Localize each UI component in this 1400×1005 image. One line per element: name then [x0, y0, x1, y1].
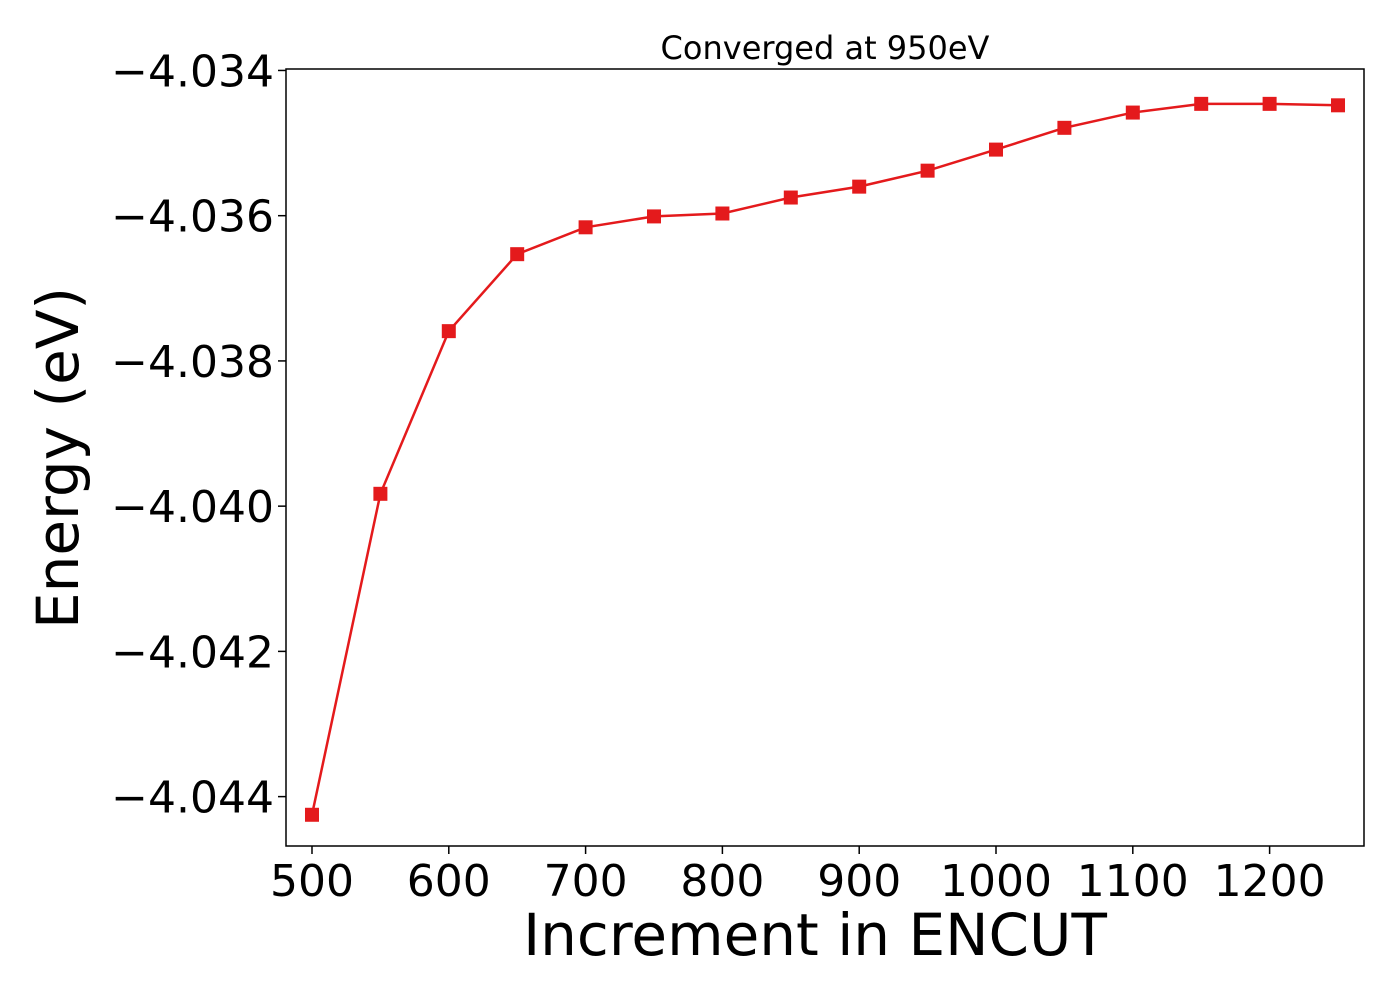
data-point-marker: [1057, 120, 1072, 135]
x-tick-label: 700: [544, 856, 628, 907]
y-axis-title: Energy (eV): [24, 287, 92, 629]
data-point-marker: [373, 486, 388, 501]
data-point-marker: [715, 206, 730, 221]
data-point-marker: [1125, 105, 1140, 120]
y-tick-label: −4.044: [111, 773, 274, 824]
x-tick-label: 1000: [940, 856, 1052, 907]
x-axis-title: Increment in ENCUT: [523, 901, 1107, 969]
y-tick-label: −4.034: [111, 46, 274, 97]
data-point-marker: [510, 247, 525, 262]
data-point-marker: [578, 220, 593, 235]
data-point-marker: [1194, 96, 1209, 111]
y-tick-label: −4.042: [111, 627, 274, 678]
data-point-marker: [783, 190, 798, 205]
data-point-marker: [304, 807, 319, 822]
chart-title: Converged at 950eV: [661, 29, 990, 67]
data-point-marker: [852, 179, 867, 194]
y-tick-label: −4.038: [111, 337, 274, 388]
y-tick-label: −4.040: [111, 482, 274, 533]
data-point-marker: [989, 142, 1004, 157]
data-point-marker: [441, 324, 456, 339]
series-line: [310, 102, 1339, 816]
x-tick-label: 1200: [1214, 856, 1326, 907]
data-point-marker: [920, 163, 935, 178]
y-tick-label: −4.036: [111, 192, 274, 243]
x-tick-label: 1100: [1077, 856, 1189, 907]
x-tick-label: 900: [817, 856, 901, 907]
data-point-marker: [1331, 98, 1346, 113]
x-tick-label: 800: [680, 856, 764, 907]
data-point-marker: [1262, 96, 1277, 111]
plot-frame: [285, 68, 1365, 847]
x-tick-label: 500: [270, 856, 354, 907]
data-point-marker: [646, 209, 661, 224]
x-tick-label: 600: [407, 856, 491, 907]
plot-area: 500 600 700 800 900 1000 1100 1200 −4.034 −4.036 −…: [111, 46, 1365, 907]
